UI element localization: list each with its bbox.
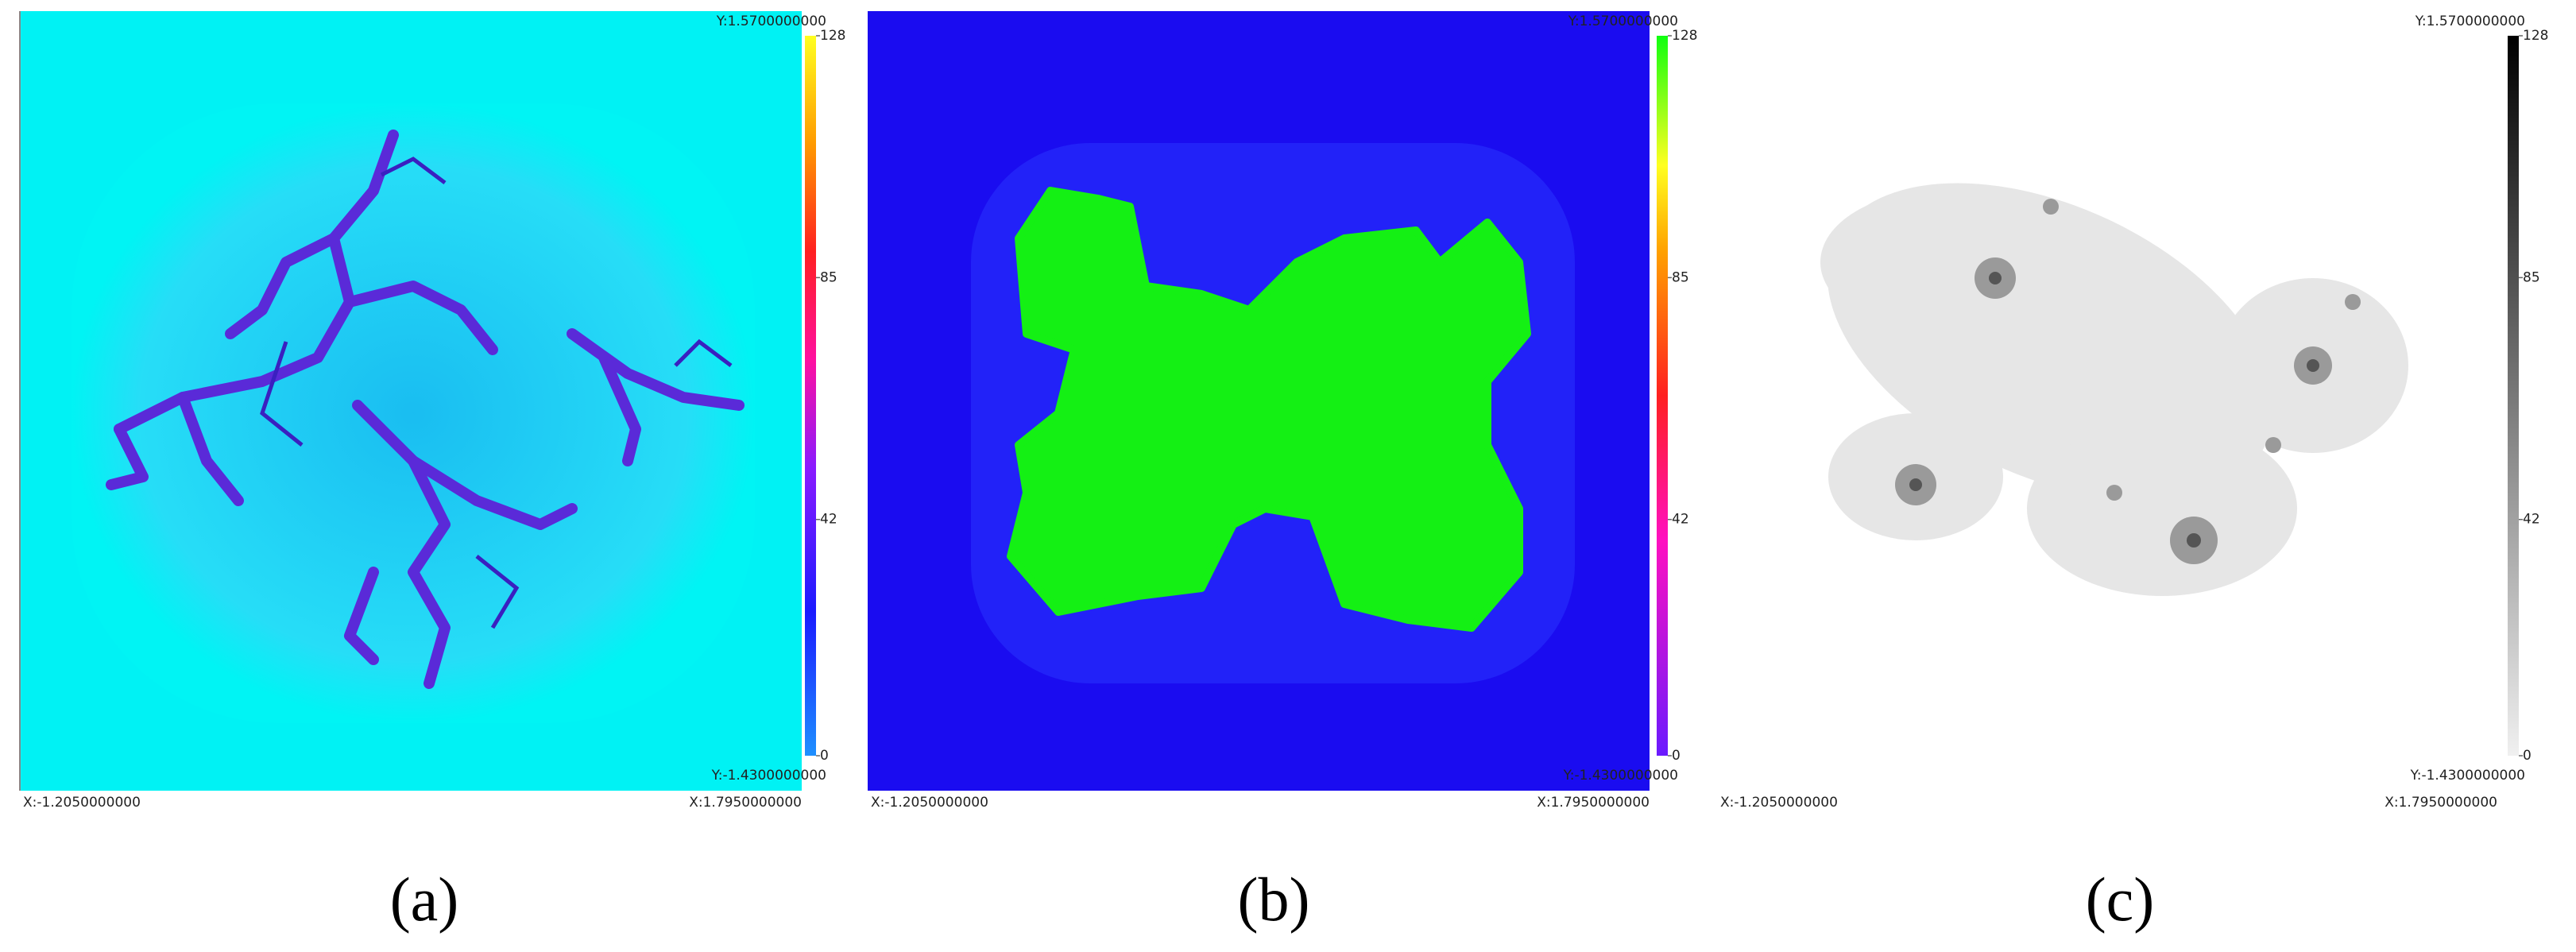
fractal-image-b — [868, 11, 1650, 791]
colorbar — [2508, 36, 2519, 756]
colorbar-tick-label: 128 — [820, 28, 845, 44]
y-min-label: Y:-1.4300000000 — [2410, 768, 2525, 784]
colorbar-tick-label: 0 — [820, 748, 829, 764]
colorbar-tick-label: 0 — [1672, 748, 1681, 764]
colorbar-tick-label: 42 — [820, 512, 837, 528]
x-max-label: X:1.7950000000 — [689, 795, 802, 811]
y-min-label: Y:-1.4300000000 — [711, 768, 826, 784]
colorbar — [1657, 36, 1668, 756]
y-max-label: Y:1.5700000000 — [716, 14, 826, 29]
x-min-label: X:-1.2050000000 — [871, 795, 988, 811]
caption: (b) — [1238, 865, 1310, 934]
fractal-image-c — [1717, 11, 2497, 791]
x-max-label: X:1.7950000000 — [2385, 795, 2497, 811]
colorbar-tick-label: 85 — [1672, 269, 1689, 285]
x-min-label: X:-1.2050000000 — [23, 795, 141, 811]
colorbar-tick-label: 128 — [1672, 28, 1697, 44]
y-max-label: Y:1.5700000000 — [2415, 14, 2525, 29]
caption: (a) — [390, 865, 459, 934]
y-max-label: Y:1.5700000000 — [1568, 14, 1678, 29]
fractal-image-a — [19, 11, 802, 791]
x-min-label: X:-1.2050000000 — [1720, 795, 1838, 811]
colorbar-tick-label: 0 — [2523, 748, 2532, 764]
colorbar-tick-label: 42 — [2523, 512, 2540, 528]
colorbar-tick-label: 128 — [2523, 28, 2548, 44]
x-max-label: X:1.7950000000 — [1537, 795, 1650, 811]
colorbar — [805, 36, 816, 756]
y-min-label: Y:-1.4300000000 — [1563, 768, 1678, 784]
colorbar-tick-label: 85 — [2523, 269, 2540, 285]
colorbar-tick-label: 85 — [820, 269, 837, 285]
colorbar-tick-label: 42 — [1672, 512, 1689, 528]
caption: (c) — [2086, 865, 2155, 934]
